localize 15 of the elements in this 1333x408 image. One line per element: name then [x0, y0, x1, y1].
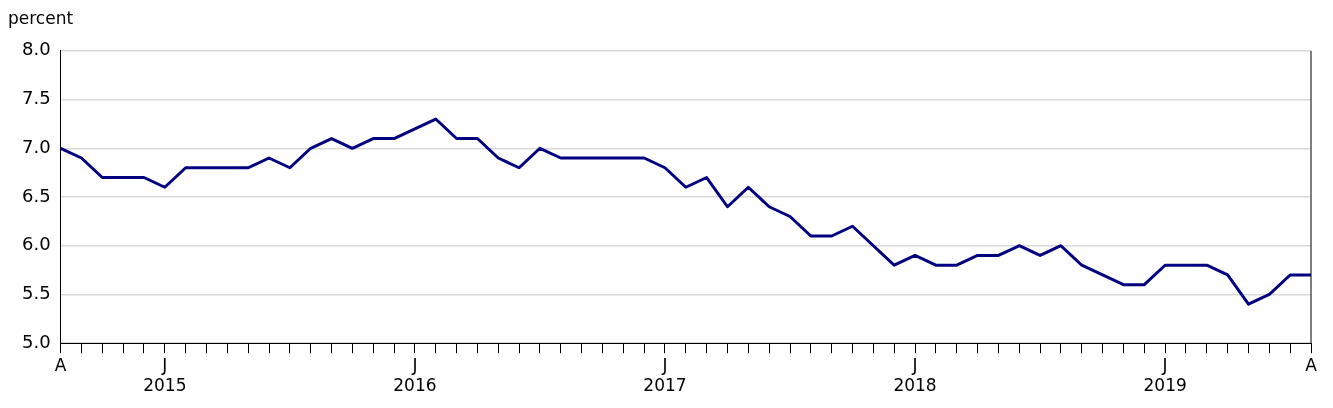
y-tick-label: 7.5 — [21, 87, 51, 109]
x-tick-label: J 2018 — [893, 354, 937, 396]
x-tick-label: J 2016 — [393, 354, 437, 396]
y-axis-title: percent — [8, 8, 75, 30]
x-tick-label: J 2019 — [1143, 354, 1187, 396]
y-tick-label: 6.0 — [21, 233, 51, 255]
x-tick-label: A — [54, 354, 67, 375]
y-tick-label: 5.5 — [21, 282, 51, 304]
x-tick-label: J 2017 — [643, 354, 687, 396]
x-tick-label: J 2015 — [143, 354, 187, 396]
x-tick-label: A — [1305, 354, 1318, 375]
y-tick-label: 6.5 — [21, 184, 51, 206]
y-tick-label: 7.0 — [21, 135, 51, 157]
y-tick-label: 5.0 — [21, 330, 51, 352]
y-tick-label: 8.0 — [21, 38, 51, 60]
